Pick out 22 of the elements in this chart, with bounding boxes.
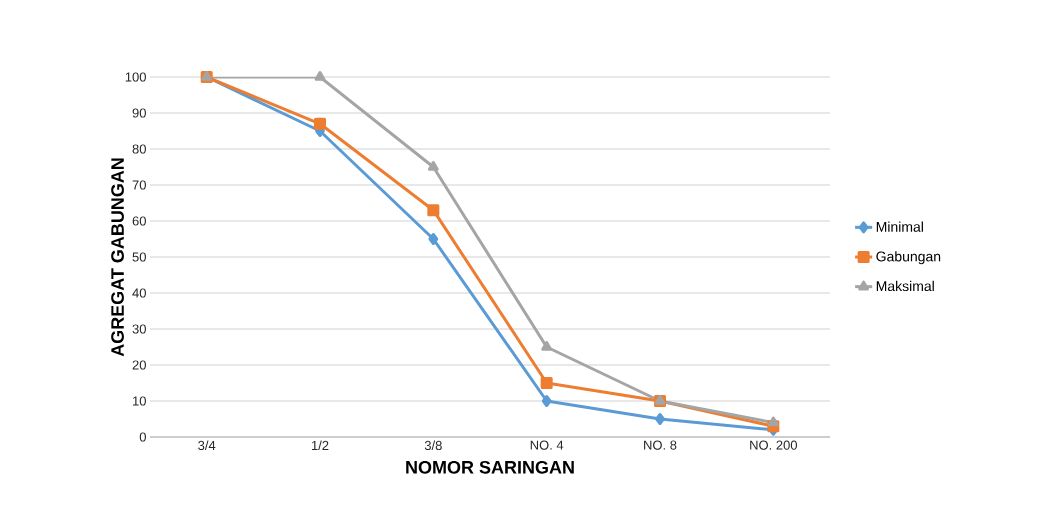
x-tick-label: NO. 200 — [750, 440, 798, 450]
x-tick-label: 3/8 — [424, 440, 442, 451]
y-tick-label: 100 — [125, 72, 146, 82]
y-tick-label: 20 — [132, 360, 146, 370]
x-tick-label: NO. 8 — [644, 440, 677, 450]
y-axis-title: AGREGAT GABUNGAN — [111, 158, 124, 357]
legend-label: Gabungan — [876, 251, 941, 265]
x-axis-title: NOMOR SARINGAN — [406, 460, 574, 474]
y-tick-label: 30 — [132, 324, 146, 334]
legend-label: Minimal — [876, 221, 923, 232]
y-tick-label: 70 — [132, 180, 146, 190]
legend-label: Maksimal — [876, 280, 934, 292]
y-tick-label: 60 — [132, 216, 146, 226]
y-tick-label: 80 — [132, 144, 146, 154]
y-tick-label: 50 — [132, 252, 146, 262]
y-tick-label: 0 — [139, 432, 146, 442]
x-tick-label: 3/4 — [198, 440, 216, 451]
x-tick-label: 1/2 — [311, 440, 329, 451]
y-tick-label: 10 — [133, 396, 146, 406]
y-tick-label: 90 — [132, 108, 146, 118]
y-tick-label: 40 — [132, 288, 146, 298]
x-tick-label: NO. 4 — [530, 440, 564, 450]
